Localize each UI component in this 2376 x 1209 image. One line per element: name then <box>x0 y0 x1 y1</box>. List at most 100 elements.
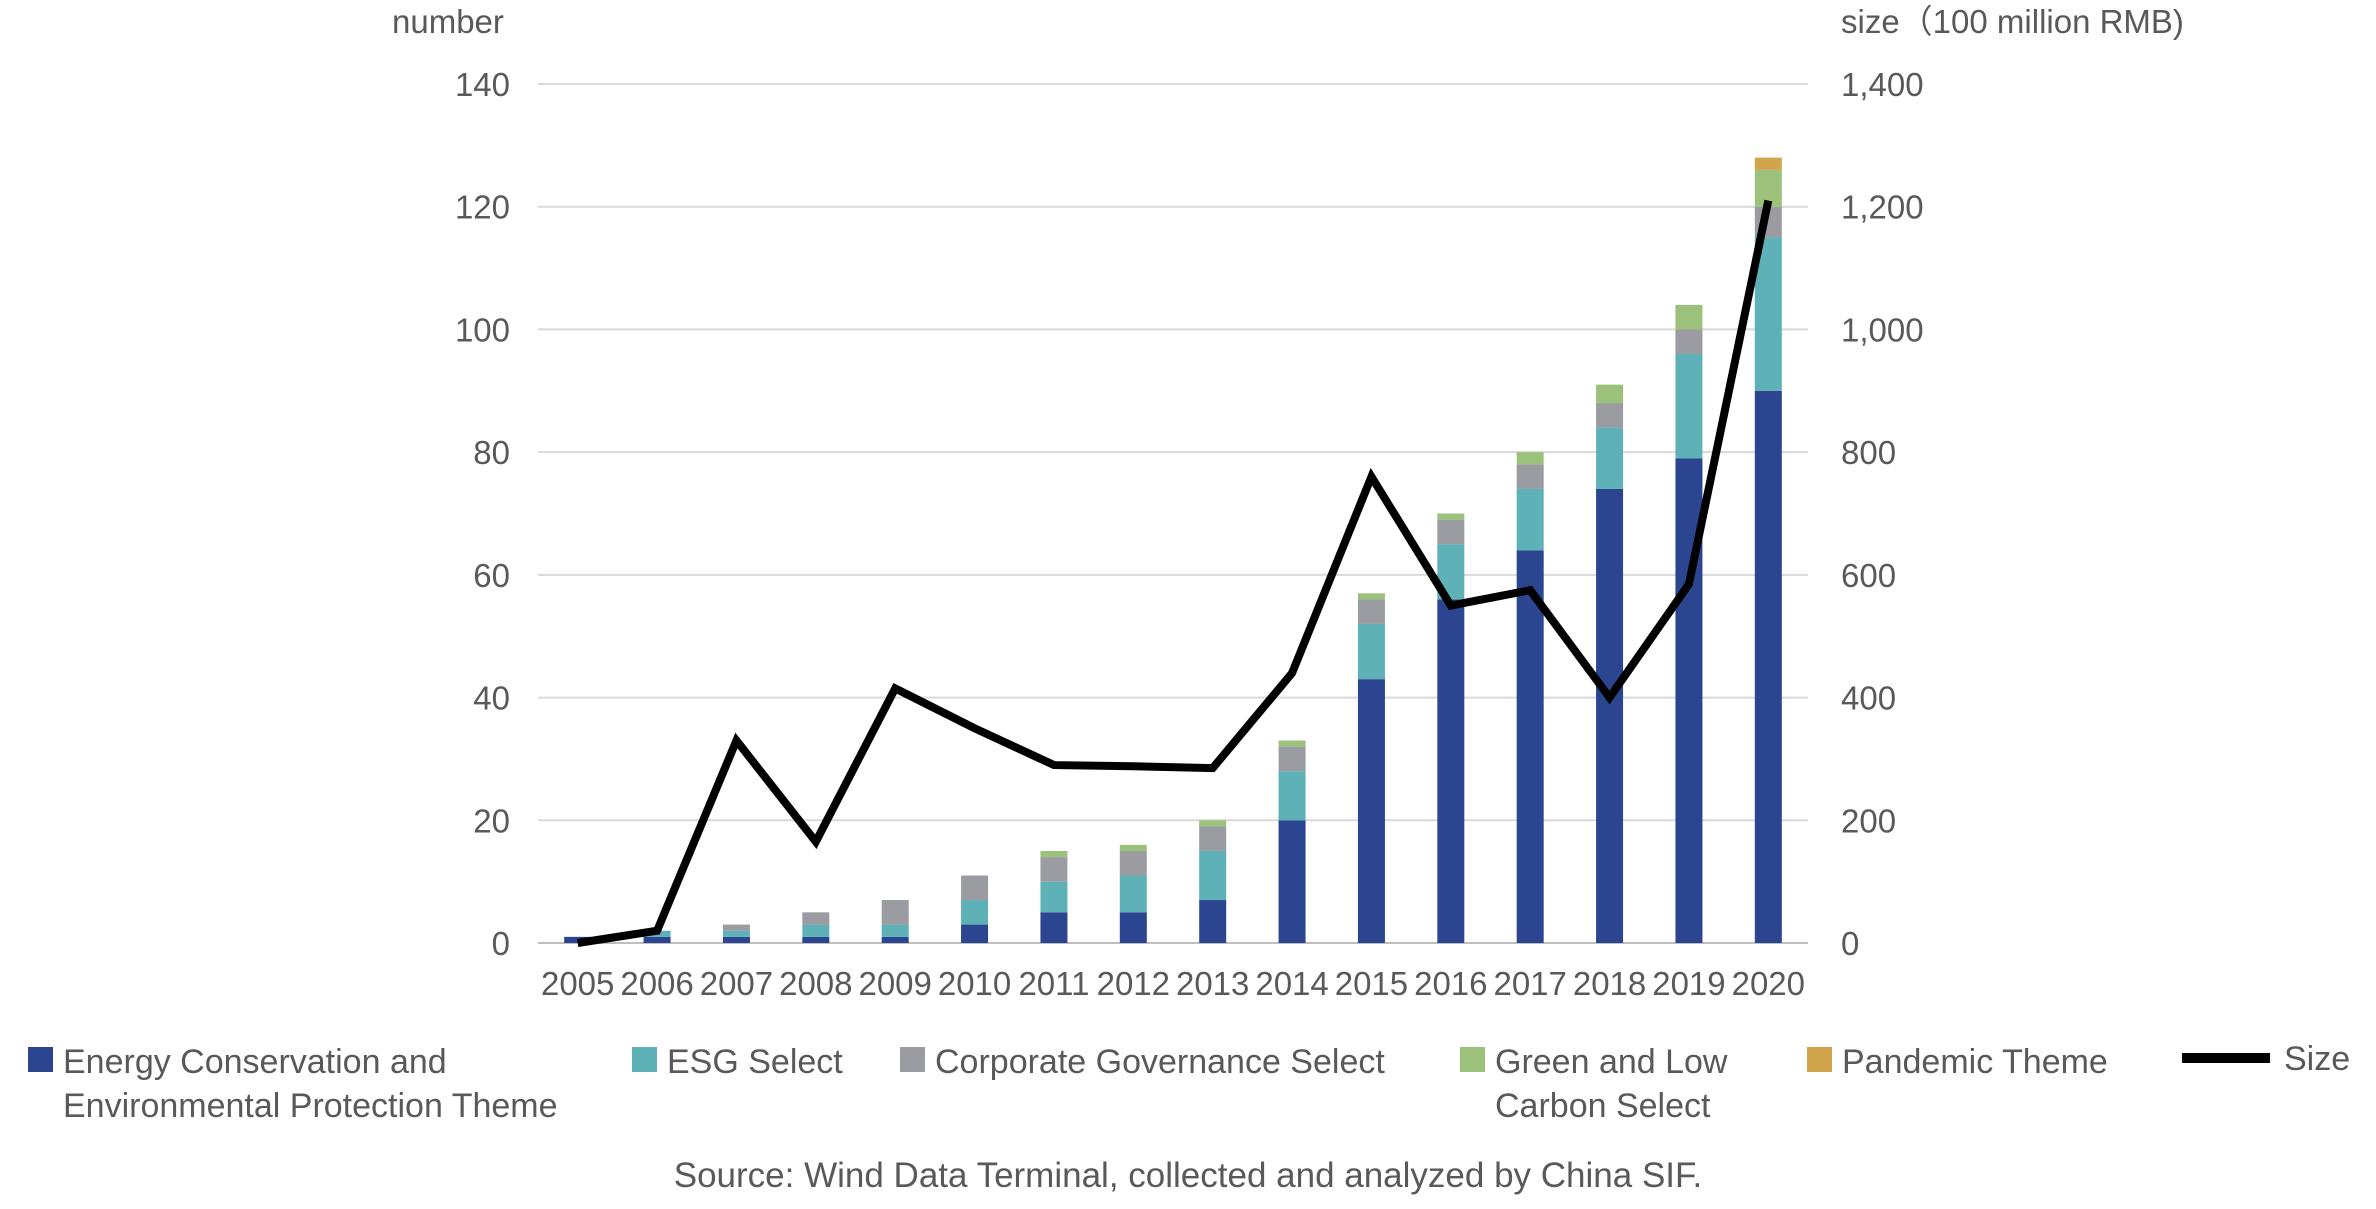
bar-energy-conservation-and-environmental-protection-theme-2007 <box>722 936 750 943</box>
x-tick-label: 2014 <box>1255 965 1328 1002</box>
legend-label: Size <box>2284 1040 2350 1078</box>
bar-pandemic-theme-2020 <box>1754 157 1782 170</box>
legend-swatch <box>1460 1047 1485 1072</box>
bar-energy-conservation-and-environmental-protection-theme-2013 <box>1199 900 1227 943</box>
legend: Energy Conservation and Environmental Pro… <box>28 1040 2350 1125</box>
bar-corporate-governance-select-2018 <box>1596 403 1624 428</box>
legend-label: Environmental Protection Theme <box>63 1087 558 1125</box>
bar-corporate-governance-select-2011 <box>1040 857 1068 882</box>
bar-energy-conservation-and-environmental-protection-theme-2014 <box>1278 820 1306 943</box>
left-axis-title: number <box>392 3 504 40</box>
x-tick-label: 2012 <box>1097 965 1170 1002</box>
legend-item-corporate-governance-select: Corporate Governance Select <box>900 1043 1385 1081</box>
bar-energy-conservation-and-environmental-protection-theme-2020 <box>1754 390 1782 943</box>
bar-energy-conservation-and-environmental-protection-theme-2012 <box>1119 912 1147 943</box>
right-tick-label: 0 <box>1841 925 1859 962</box>
bar-esg-select-2009 <box>881 924 909 937</box>
bar-energy-conservation-and-environmental-protection-theme-2009 <box>881 936 909 943</box>
right-tick-label: 600 <box>1841 557 1896 594</box>
x-tick-label: 2006 <box>620 965 693 1002</box>
source-note: Source: Wind Data Terminal, collected an… <box>674 1156 1703 1195</box>
left-tick-label: 0 <box>492 925 510 962</box>
legend-swatch <box>1807 1047 1832 1072</box>
bar-energy-conservation-and-environmental-protection-theme-2018 <box>1596 488 1624 943</box>
left-axis-ticks: 0 20 40 60 80 100 120 140 <box>455 66 510 962</box>
bar-corporate-governance-select-2009 <box>881 900 909 925</box>
left-tick-label: 120 <box>455 189 510 226</box>
legend-item-size: Size <box>2182 1040 2350 1078</box>
bar-corporate-governance-select-2014 <box>1278 746 1306 772</box>
bar-esg-select-2018 <box>1596 427 1624 489</box>
bar-corporate-governance-select-2013 <box>1199 826 1227 851</box>
x-tick-label: 2020 <box>1732 965 1805 1002</box>
bar-green-and-low-carbon-select-2016 <box>1437 513 1465 520</box>
left-tick-label: 20 <box>473 802 510 839</box>
bar-corporate-governance-select-2008 <box>802 912 830 925</box>
legend-swatch <box>2182 1053 2270 1063</box>
bar-esg-select-2017 <box>1516 488 1544 551</box>
left-tick-label: 140 <box>455 66 510 103</box>
legend-label: Energy Conservation and <box>63 1043 447 1081</box>
x-tick-label: 2016 <box>1414 965 1487 1002</box>
bar-esg-select-2008 <box>802 924 830 937</box>
legend-item-esg-select: ESG Select <box>632 1043 843 1081</box>
right-axis-title: size（100 million RMB) <box>1841 3 2184 40</box>
legend-swatch <box>632 1047 657 1072</box>
left-tick-label: 100 <box>455 311 510 348</box>
legend-item-pandemic-theme: Pandemic Theme <box>1807 1043 2108 1081</box>
bar-esg-select-2010 <box>961 900 989 925</box>
bar-energy-conservation-and-environmental-protection-theme-2011 <box>1040 912 1068 943</box>
x-tick-label: 2011 <box>1018 965 1089 1002</box>
x-tick-label: 2017 <box>1493 965 1566 1002</box>
x-tick-label: 2008 <box>779 965 852 1002</box>
bar-green-and-low-carbon-select-2012 <box>1119 844 1147 851</box>
x-tick-label: 2013 <box>1176 965 1249 1002</box>
bar-corporate-governance-select-2012 <box>1119 850 1147 876</box>
legend-label: Carbon Select <box>1495 1087 1711 1125</box>
right-tick-label: 400 <box>1841 680 1896 717</box>
right-tick-label: 1,000 <box>1841 311 1924 348</box>
x-tick-label: 2005 <box>541 965 614 1002</box>
x-tick-label: 2015 <box>1335 965 1408 1002</box>
bar-series <box>564 157 1782 943</box>
bar-esg-select-2015 <box>1357 623 1385 680</box>
bar-green-and-low-carbon-select-2011 <box>1040 850 1068 858</box>
bar-green-and-low-carbon-select-2013 <box>1199 820 1227 827</box>
bar-green-and-low-carbon-select-2015 <box>1357 593 1385 600</box>
bar-energy-conservation-and-environmental-protection-theme-2016 <box>1437 599 1465 943</box>
bar-corporate-governance-select-2010 <box>961 875 989 901</box>
bar-corporate-governance-select-2017 <box>1516 464 1544 489</box>
bar-corporate-governance-select-2016 <box>1437 519 1465 545</box>
right-tick-label: 1,200 <box>1841 189 1924 226</box>
gridlines <box>538 83 1808 944</box>
legend-item-energy-conservation-and-environmental-protection-theme: Energy Conservation and Environmental Pro… <box>28 1043 558 1125</box>
left-tick-label: 80 <box>473 434 510 471</box>
left-tick-label: 60 <box>473 557 510 594</box>
bar-energy-conservation-and-environmental-protection-theme-2017 <box>1516 550 1544 943</box>
bar-green-and-low-carbon-select-2019 <box>1675 304 1703 330</box>
bar-energy-conservation-and-environmental-protection-theme-2010 <box>961 924 989 943</box>
bar-esg-select-2019 <box>1675 353 1703 459</box>
legend-label: Corporate Governance Select <box>935 1043 1385 1081</box>
bar-energy-conservation-and-environmental-protection-theme-2015 <box>1357 679 1385 943</box>
bar-corporate-governance-select-2019 <box>1675 329 1703 354</box>
bar-esg-select-2014 <box>1278 771 1306 821</box>
bar-energy-conservation-and-environmental-protection-theme-2006 <box>643 936 671 943</box>
legend-swatch <box>900 1047 925 1072</box>
right-tick-label: 200 <box>1841 802 1896 839</box>
bar-esg-select-2011 <box>1040 881 1068 913</box>
bar-esg-select-2013 <box>1199 850 1227 901</box>
bar-energy-conservation-and-environmental-protection-theme-2008 <box>802 936 830 943</box>
legend-label: Green and Low <box>1495 1043 1728 1081</box>
x-tick-label: 2018 <box>1573 965 1646 1002</box>
size-line-series <box>577 199 1773 947</box>
x-tick-label: 2007 <box>700 965 773 1002</box>
x-axis-ticks: 2005 2006 2007 2008 2009 2010 2011 2012 2013 2014… <box>541 965 1805 1002</box>
legend-item-green-and-low-carbon-select: Green and Low Carbon Select <box>1460 1043 1728 1125</box>
bar-corporate-governance-select-2007 <box>722 924 750 931</box>
left-tick-label: 40 <box>473 680 510 717</box>
legend-label: Pandemic Theme <box>1842 1043 2108 1081</box>
bar-esg-select-2007 <box>722 930 750 937</box>
legend-swatch <box>28 1047 53 1072</box>
